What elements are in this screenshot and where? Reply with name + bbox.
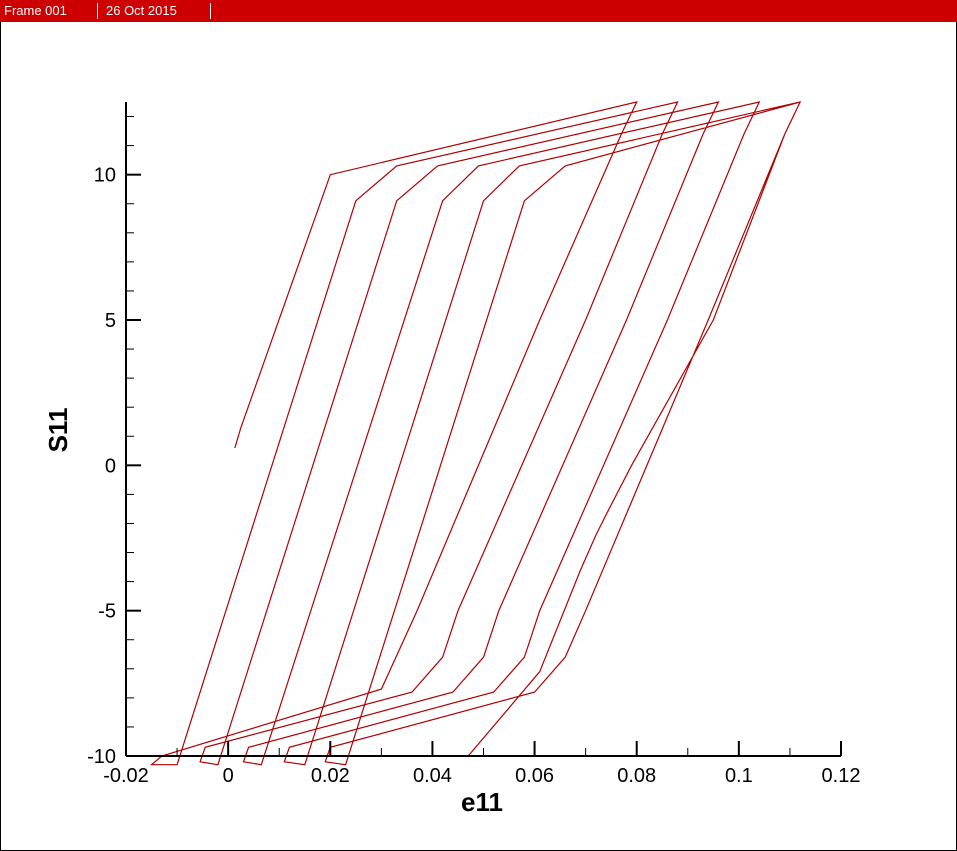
frame-label: Frame 001 bbox=[4, 3, 67, 18]
x-tick-label: -0.02 bbox=[103, 765, 149, 787]
series-line-0 bbox=[149, 101, 802, 766]
series-layer bbox=[149, 101, 802, 766]
y-tick-label: -5 bbox=[98, 601, 116, 623]
y-tick-label: 10 bbox=[94, 165, 116, 187]
x-tick-label: 0.12 bbox=[822, 765, 861, 787]
x-tick-label: 0.02 bbox=[311, 765, 350, 787]
date-label: 26 Oct 2015 bbox=[106, 3, 177, 18]
x-tick-label: 0.08 bbox=[617, 765, 656, 787]
y-tick-label: 5 bbox=[105, 310, 116, 332]
y-tick-label: -10 bbox=[87, 746, 116, 768]
header-separator bbox=[210, 3, 211, 19]
axis-layer: -0.02 0 0.02 0.04 0.06 0.08 0.1 0.12 -10 -5 0 5 10 bbox=[87, 102, 860, 787]
y-tick-label: 0 bbox=[105, 455, 116, 477]
x-axis-title: e11 bbox=[461, 787, 503, 817]
y-axis-title: S11 bbox=[43, 408, 73, 453]
x-tick-label: 0.04 bbox=[413, 765, 452, 787]
frame-header: Frame 001 26 Oct 2015 bbox=[0, 0, 957, 22]
header-separator bbox=[97, 3, 98, 19]
x-tick-label: 0.1 bbox=[725, 765, 753, 787]
x-tick-label: 0 bbox=[223, 765, 234, 787]
x-tick-label: 0.06 bbox=[515, 765, 554, 787]
